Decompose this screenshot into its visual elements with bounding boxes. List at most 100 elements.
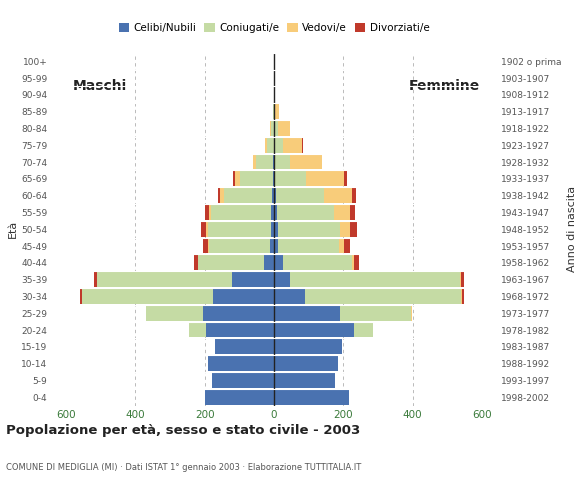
Bar (274, 104, 279, 119)
Bar (274, 255, 354, 270)
Bar (270, 121, 274, 136)
Bar (274, 121, 277, 136)
Bar (274, 390, 349, 405)
Text: COMUNE DI MEDIGLIA (MI) · Dati ISTAT 1° gennaio 2003 · Elaborazione TUTTITALIA.I: COMUNE DI MEDIGLIA (MI) · Dati ISTAT 1° … (6, 463, 361, 472)
Bar (208, 239, 274, 253)
Bar (211, 205, 274, 220)
Bar (274, 104, 276, 119)
Bar (201, 222, 274, 237)
Bar (274, 306, 412, 321)
Bar (274, 239, 344, 253)
Bar (208, 356, 274, 371)
Bar (274, 222, 340, 237)
Bar (194, 255, 274, 270)
Bar (224, 188, 274, 203)
Bar (274, 188, 352, 203)
Bar (203, 306, 274, 321)
Bar (274, 222, 350, 237)
Bar (274, 138, 302, 153)
Bar (274, 272, 289, 287)
Bar (146, 306, 274, 321)
Bar (235, 171, 274, 186)
Bar (80, 289, 274, 304)
Bar (82, 289, 274, 304)
Bar (212, 373, 274, 388)
Bar (274, 390, 349, 405)
Bar (205, 390, 274, 405)
Bar (209, 239, 274, 253)
Bar (274, 289, 464, 304)
Bar (203, 239, 274, 253)
Bar (205, 390, 274, 405)
Bar (218, 188, 274, 203)
Bar (220, 188, 274, 203)
Bar (208, 356, 274, 371)
Bar (274, 272, 459, 287)
Bar (274, 356, 338, 371)
Bar (274, 239, 339, 253)
Bar (273, 155, 274, 169)
Bar (274, 339, 342, 354)
Bar (205, 390, 274, 405)
Bar (274, 171, 306, 186)
Bar (209, 205, 274, 220)
Bar (240, 171, 274, 186)
Bar (256, 155, 274, 169)
Bar (274, 121, 289, 136)
Bar (273, 171, 274, 186)
Bar (270, 121, 274, 136)
Bar (97, 272, 274, 287)
Bar (146, 306, 274, 321)
Bar (274, 87, 275, 102)
Bar (274, 323, 373, 337)
Bar (205, 390, 274, 405)
Bar (233, 272, 274, 287)
Bar (206, 323, 274, 337)
Bar (146, 306, 274, 321)
Bar (274, 373, 335, 388)
Bar (274, 188, 356, 203)
Bar (274, 323, 373, 337)
Bar (274, 205, 277, 220)
Bar (274, 306, 412, 321)
Bar (274, 121, 289, 136)
Bar (198, 255, 274, 270)
Bar (274, 272, 464, 287)
Bar (274, 188, 276, 203)
Bar (233, 171, 274, 186)
Bar (274, 289, 461, 304)
Bar (274, 289, 462, 304)
Bar (274, 138, 303, 153)
Bar (274, 222, 277, 237)
Bar (273, 188, 274, 203)
Bar (271, 205, 274, 220)
Bar (274, 104, 279, 119)
Bar (215, 339, 274, 354)
Bar (273, 104, 274, 119)
Bar (274, 373, 335, 388)
Bar (274, 239, 350, 253)
Text: Femmine: Femmine (409, 79, 480, 94)
Bar (274, 323, 373, 337)
Bar (274, 205, 350, 220)
Bar (264, 255, 274, 270)
Bar (189, 323, 274, 337)
Bar (274, 356, 338, 371)
Bar (274, 390, 349, 405)
Bar (274, 205, 355, 220)
Bar (274, 171, 347, 186)
Bar (274, 339, 342, 354)
Bar (252, 155, 274, 169)
Bar (274, 155, 275, 169)
Bar (212, 373, 274, 388)
Bar (215, 339, 274, 354)
Y-axis label: Anno di nascita: Anno di nascita (567, 186, 577, 272)
Bar (208, 356, 274, 371)
Y-axis label: Età: Età (8, 220, 19, 239)
Bar (274, 222, 357, 237)
Bar (208, 222, 274, 237)
Bar (274, 306, 411, 321)
Bar (205, 205, 274, 220)
Bar (274, 356, 338, 371)
Bar (271, 121, 274, 136)
